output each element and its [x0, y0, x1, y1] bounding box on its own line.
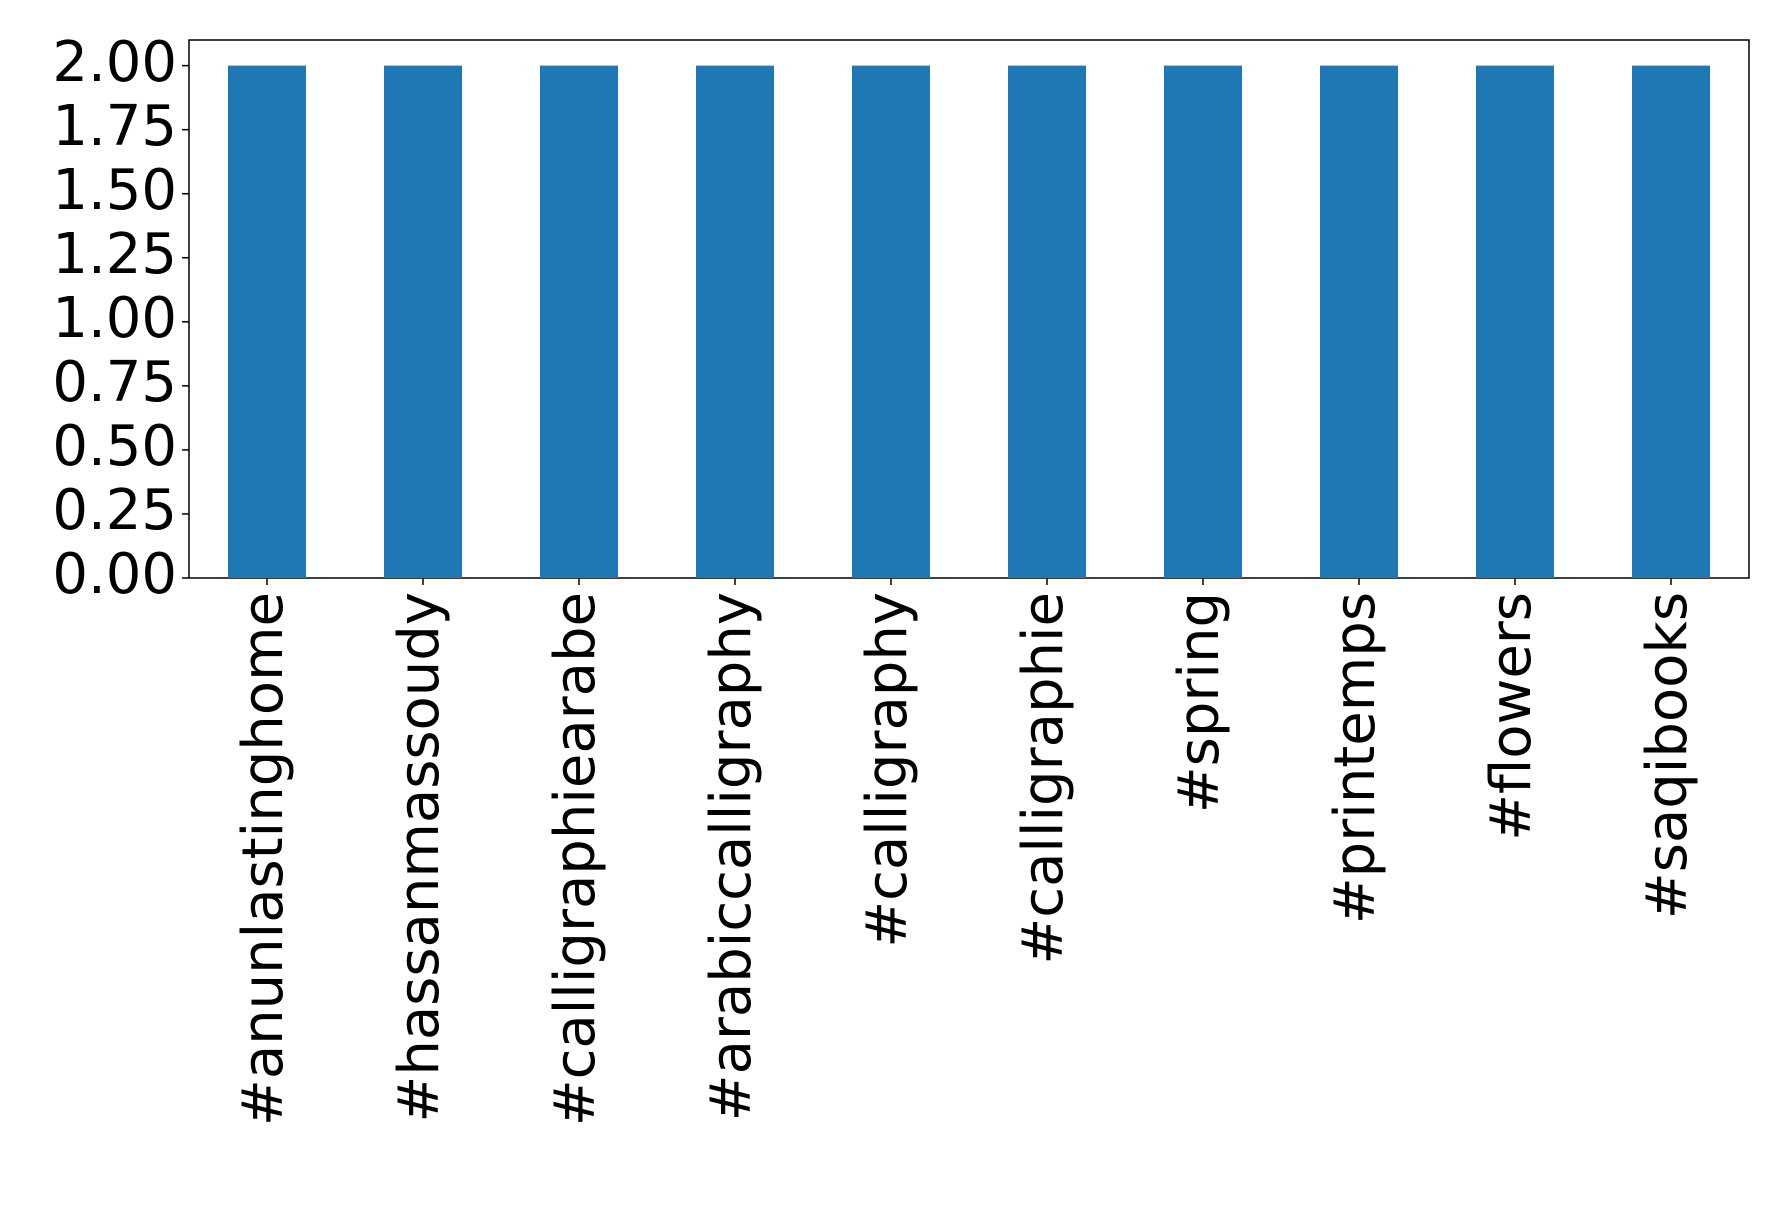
y-tick-label: 0.00 [52, 542, 177, 607]
y-tick-label: 1.75 [52, 94, 177, 159]
x-tick-label: #anunlastinghome [231, 592, 296, 1126]
bar [696, 65, 774, 579]
x-tick-label: #printemps [1323, 592, 1388, 924]
y-tick-label: 1.25 [52, 222, 177, 287]
x-tick-label: #arabiccalligraphy [699, 592, 764, 1121]
bar [1320, 65, 1398, 579]
bar [228, 65, 306, 579]
x-tick-label: #calligraphy [855, 592, 920, 948]
y-tick-label: 1.50 [52, 158, 177, 223]
x-tick-label: #flowers [1479, 592, 1544, 841]
plot-frame [188, 39, 1750, 579]
bar [1476, 65, 1554, 579]
bar [1008, 65, 1086, 579]
x-tick-label: #spring [1167, 592, 1232, 813]
bar [1164, 65, 1242, 579]
x-tick-label: #calligraphiearabe [543, 592, 608, 1126]
x-tick-label: #calligraphie [1011, 592, 1076, 965]
y-tick-label: 0.50 [52, 414, 177, 479]
bar [540, 65, 618, 579]
y-tick-label: 0.75 [52, 350, 177, 415]
y-tick-label: 0.25 [52, 478, 177, 543]
y-tick-label: 1.00 [52, 286, 177, 351]
bar [1632, 65, 1710, 579]
x-tick-label: #hassanmassoudy [387, 592, 452, 1123]
y-tick-label: 2.00 [52, 30, 177, 95]
bar [384, 65, 462, 579]
bar [852, 65, 930, 579]
x-tick-label: #saqibooks [1635, 592, 1700, 919]
